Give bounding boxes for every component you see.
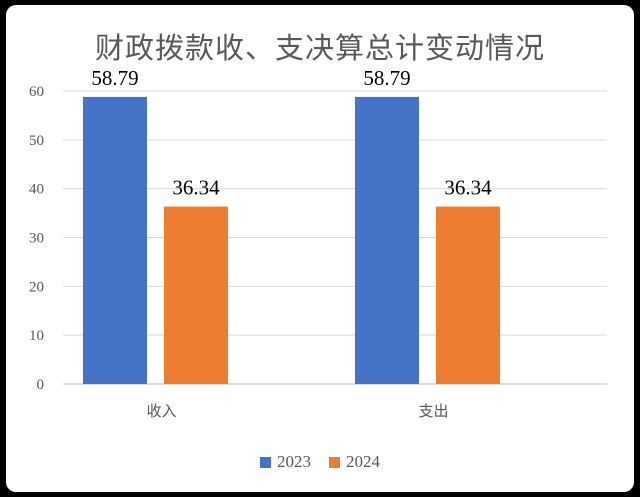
legend-swatch-2024 <box>329 456 340 468</box>
chart-title: 财政拨款收、支决算总计变动情况 <box>94 31 545 65</box>
legend-swatch-2023 <box>260 456 271 468</box>
y-tick-label-50: 50 <box>29 133 44 149</box>
data-label-2024-收入: 36.34 <box>172 176 220 200</box>
bar-2023-收入 <box>83 96 147 384</box>
chart-frame: 财政拨款收、支决算总计变动情况 0 10 20 30 40 50 60 58.79 36.34… <box>6 5 634 492</box>
y-tick-label-10: 10 <box>29 328 44 344</box>
bars <box>83 96 500 384</box>
x-axis-categories: 收入 支出 <box>146 402 448 420</box>
data-label-2023-收入: 58.79 <box>91 66 138 90</box>
data-labels: 58.79 36.34 58.79 36.34 <box>91 66 492 200</box>
category-label-1: 支出 <box>418 402 448 420</box>
bar-2023-支出 <box>355 96 419 384</box>
y-tick-label-40: 40 <box>29 182 44 198</box>
y-tick-label-20: 20 <box>29 279 44 295</box>
gridlines <box>63 90 607 385</box>
y-tick-label-60: 60 <box>29 84 44 100</box>
y-tick-label-30: 30 <box>29 231 44 247</box>
bar-2024-收入 <box>164 206 228 384</box>
y-tick-label-0: 0 <box>37 377 45 393</box>
legend: 2023 2024 <box>6 452 634 472</box>
legend-label-2023: 2023 <box>277 452 311 471</box>
chart-plot: 0 10 20 30 40 50 60 58.79 36.34 58.79 36.34 收入 支出 <box>29 66 607 420</box>
bar-2024-支出 <box>436 206 500 384</box>
y-axis-ticks: 0 10 20 30 40 50 60 <box>29 84 44 393</box>
data-label-2024-支出: 36.34 <box>444 176 492 200</box>
legend-item-2023: 2023 <box>260 452 311 472</box>
legend-label-2024: 2024 <box>346 452 380 471</box>
data-label-2023-支出: 58.79 <box>363 66 410 90</box>
legend-item-2024: 2024 <box>329 452 380 472</box>
category-label-0: 收入 <box>146 402 176 420</box>
